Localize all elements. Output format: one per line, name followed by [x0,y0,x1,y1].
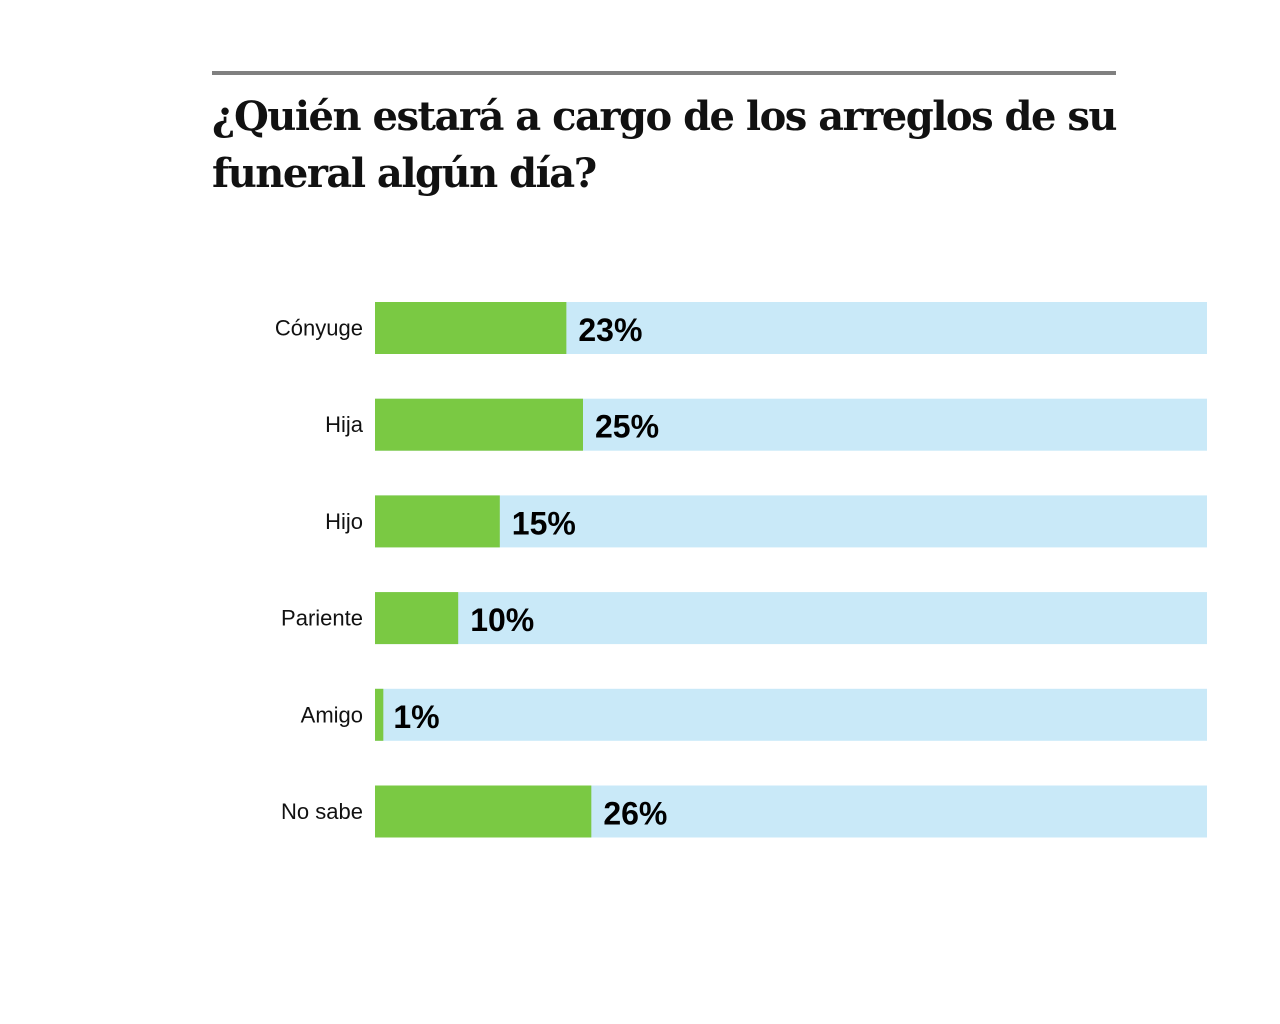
bar-track [375,592,1207,645]
value-label: 15% [512,505,576,541]
value-label: 26% [603,796,667,832]
bar [375,495,500,548]
chart-title: ¿Quién estará a cargo de los arreglos de… [212,93,1117,197]
top-rule [212,71,1116,75]
category-label: No sabe [281,799,363,824]
bar [375,785,592,838]
category-label: Hija [325,412,364,437]
value-label: 23% [578,312,642,348]
bar [375,688,384,741]
category-label: Cónyuge [275,316,363,341]
bar [375,398,583,451]
value-label: 1% [393,699,439,735]
bar [375,302,567,354]
bar-track [375,688,1207,741]
category-label: Pariente [281,606,363,631]
value-label: 10% [470,602,534,638]
value-label: 25% [595,409,659,445]
bar-track [375,495,1207,548]
bar [375,592,459,645]
category-label: Amigo [301,702,363,727]
category-label: Hijo [325,509,363,534]
